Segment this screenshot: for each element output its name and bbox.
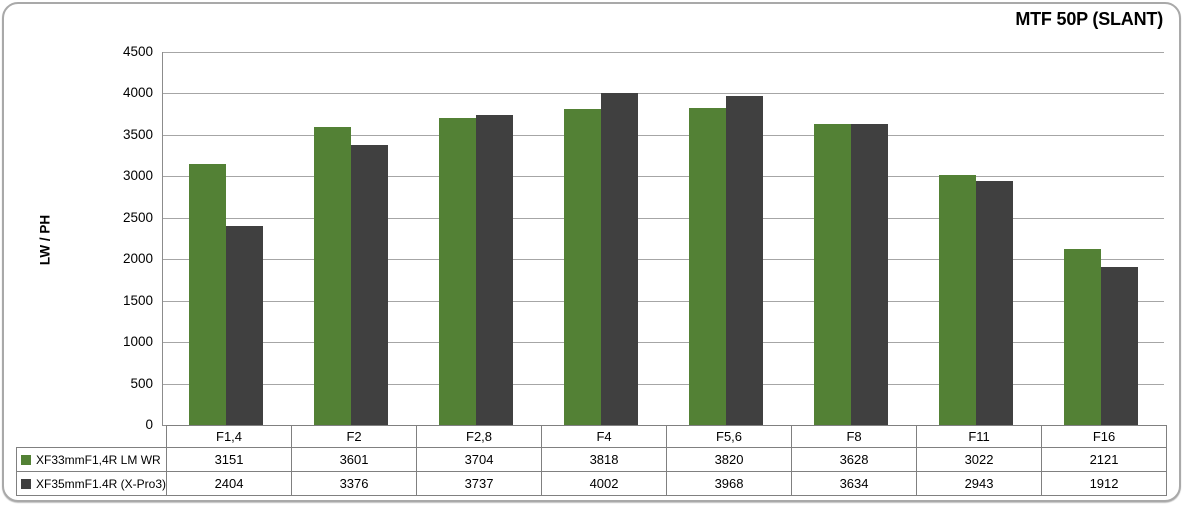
gridline <box>163 300 1164 302</box>
bar-series-1-F16 <box>1064 249 1102 425</box>
y-tick-label: 500 <box>130 375 153 391</box>
bar-series-2-F2,8 <box>475 115 513 425</box>
value-cell: 3737 <box>416 471 543 496</box>
y-tick-label: 1500 <box>122 292 153 308</box>
data-table: F1,4 F2 F2,8 F4 F5,6 F8 F11 F16 XF33mmF1,4R LM W… <box>15 425 1168 496</box>
value-cell: 3022 <box>916 447 1043 472</box>
bar-series-2-F2 <box>350 145 388 425</box>
gridline <box>163 342 1164 344</box>
gridline <box>163 259 1164 261</box>
bar-series-1-F5,6 <box>689 108 727 425</box>
value-cell: 3376 <box>291 471 418 496</box>
category-header-cell: F1,4 <box>166 425 293 448</box>
gridline <box>163 217 1164 219</box>
value-cell: 2943 <box>916 471 1043 496</box>
gridline <box>163 134 1164 136</box>
plot-area <box>162 52 1164 426</box>
value-cell: 1912 <box>1041 471 1168 496</box>
series-name-label: XF35mmF1.4R (X-Pro3) <box>36 476 167 491</box>
bar-series-2-F5,6 <box>726 96 764 425</box>
value-cell: 3820 <box>666 447 793 472</box>
value-cell: 3968 <box>666 471 793 496</box>
gridline <box>163 52 1164 53</box>
gridline <box>163 383 1164 385</box>
category-header-cell: F11 <box>916 425 1043 448</box>
bar-series-2-F8 <box>851 123 889 425</box>
category-header-cell: F16 <box>1041 425 1168 448</box>
chart-title: MTF 50P (SLANT) <box>1015 9 1163 29</box>
table-corner-empty <box>17 426 167 448</box>
value-cell: 4002 <box>541 471 668 496</box>
y-tick-label: 3000 <box>122 168 153 184</box>
series-legend-cell: XF35mmF1.4R (X-Pro3) <box>15 471 168 496</box>
bar-series-2-F11 <box>976 181 1014 425</box>
value-cell: 3818 <box>541 447 668 472</box>
category-header-cell: F2 <box>291 425 418 448</box>
y-tick-label: 0 <box>145 417 153 432</box>
gridline <box>163 93 1164 95</box>
legend-swatch-icon <box>21 454 31 465</box>
bar-series-1-F11 <box>939 174 977 425</box>
y-tick-label: 2000 <box>122 251 153 267</box>
bar-series-2-F16 <box>1101 266 1139 425</box>
bar-series-2-F4 <box>600 93 638 425</box>
y-tick-label: 4000 <box>122 85 153 101</box>
bar-series-1-F4 <box>563 108 601 425</box>
value-cell: 3628 <box>791 447 918 472</box>
bar-series-1-F8 <box>814 124 852 425</box>
bar-series-1-F1,4 <box>188 163 226 425</box>
value-cell: 3704 <box>416 447 543 472</box>
category-header-cell: F4 <box>541 425 668 448</box>
value-cell: 3601 <box>291 447 418 472</box>
bar-series-1-F2,8 <box>438 117 476 425</box>
bar-series-1-F2 <box>313 126 351 425</box>
y-tick-label: 2500 <box>122 209 153 225</box>
y-tick-label: 1000 <box>122 334 153 350</box>
gridline <box>163 176 1164 178</box>
value-cell: 3151 <box>166 447 293 472</box>
value-cell: 2404 <box>166 471 293 496</box>
category-header-cell: F8 <box>791 425 918 448</box>
y-tick-label: 4500 <box>122 44 153 59</box>
legend-swatch-icon <box>21 478 31 489</box>
value-cell: 3634 <box>791 471 918 496</box>
value-cell: 2121 <box>1041 447 1168 472</box>
series-row: XF35mmF1.4R (X-Pro3) 2404 3376 3737 4002 3968… <box>15 471 1168 496</box>
series-legend-cell: XF33mmF1,4R LM WR <box>15 447 168 472</box>
bar-series-2-F1,4 <box>225 225 263 425</box>
y-tick-label: 3500 <box>122 126 153 142</box>
category-header-cell: F5,6 <box>666 425 793 448</box>
category-header-cell: F2,8 <box>416 425 543 448</box>
series-name-label: XF33mmF1,4R LM WR <box>36 452 161 467</box>
series-row: XF33mmF1,4R LM WR 3151 3601 3704 3818 3820 362… <box>15 447 1168 472</box>
